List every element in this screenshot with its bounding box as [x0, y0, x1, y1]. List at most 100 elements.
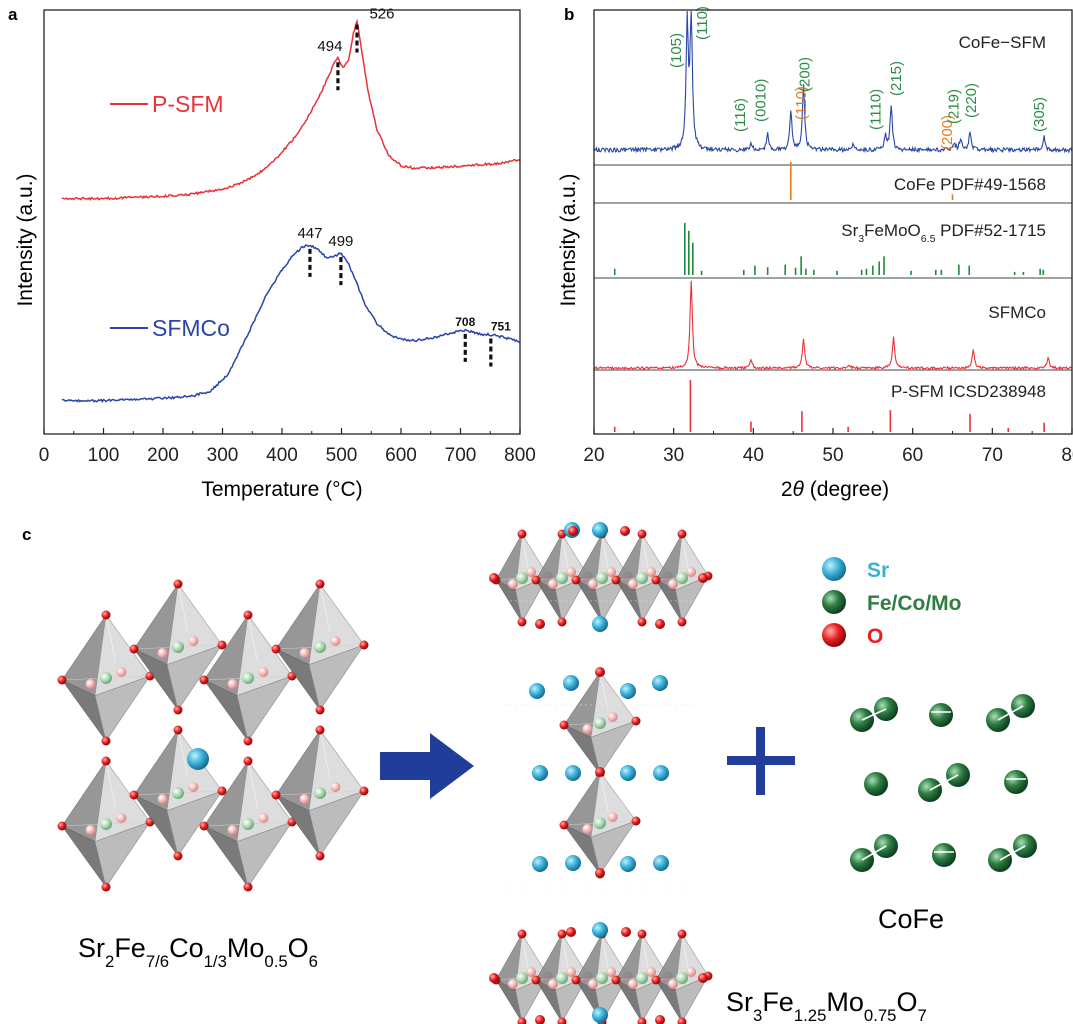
- miller-index-label: (110): [793, 86, 810, 120]
- sr-atom: [592, 922, 608, 938]
- oxygen-atom: [611, 975, 621, 985]
- oxygen-atom-inner: [299, 794, 310, 804]
- octahedron-edge: [601, 533, 609, 568]
- panel-c: c Sr Fe/Co/Mo O Sr2Fe7/6Co1/3Mo0.5O6 Sr3Fe…: [22, 522, 1037, 1024]
- bcenter-atom: [242, 672, 254, 684]
- x-tick-label: 300: [207, 445, 239, 466]
- oxygen-atom-inner: [646, 967, 657, 977]
- oxygen-atom: [517, 529, 527, 539]
- legend-label-p-sfm: P-SFM: [152, 91, 224, 117]
- oxygen-atom-inner: [258, 813, 269, 823]
- oxygen-atom: [571, 575, 581, 585]
- panel-b-y-axis-label: Intensity (a.u.): [557, 173, 580, 306]
- octahedron-edge: [319, 729, 331, 778]
- formula-cofe: CoFe: [878, 904, 944, 934]
- oxygen-atom-inner: [227, 825, 238, 835]
- oxygen-atom-inner: [607, 812, 618, 822]
- octahedron-edge: [521, 933, 529, 968]
- sr-atom: [565, 855, 581, 871]
- legend-swatch-sr: [822, 557, 846, 581]
- oxygen-atom: [677, 929, 687, 939]
- oxygen-atom-inner: [547, 579, 558, 589]
- oxygen-atom: [651, 575, 661, 585]
- bond: [861, 708, 887, 721]
- oxygen-atom-inner: [85, 825, 96, 835]
- oxygen-atom: [517, 929, 527, 939]
- oxygen-atom: [57, 821, 67, 831]
- miller-index-label: (0010): [753, 79, 770, 122]
- octahedron-edge: [105, 614, 117, 663]
- x-tick-label: 200: [147, 445, 179, 466]
- bcenter-atom: [314, 787, 326, 799]
- octahedron-edge: [681, 933, 689, 968]
- panel-a-y-axis-label: Intensity (a.u.): [14, 173, 37, 306]
- oxygen-atom: [535, 1015, 545, 1024]
- oxygen-atom: [315, 579, 325, 589]
- legend-label-fe-co-mo: Fe/Co/Mo: [867, 592, 962, 615]
- x-tick-label: 70: [982, 445, 1003, 466]
- octahedron-edge: [561, 933, 569, 968]
- bcenter-atom: [556, 572, 568, 584]
- oxygen-atom-inner: [227, 679, 238, 689]
- structure-sr2fe-double-perovskite: [57, 579, 369, 892]
- oxygen-atom-inner: [606, 567, 617, 577]
- formula-sr3fe125mo075o7: Sr3Fe1.25Mo0.75O7: [726, 987, 927, 1024]
- bcenter-atom: [594, 717, 606, 729]
- sr-atom: [532, 856, 548, 872]
- oxygen-atom: [217, 640, 227, 650]
- bond: [929, 774, 959, 791]
- plus-bar: [727, 756, 795, 765]
- sr-atom: [529, 683, 545, 699]
- bond: [861, 845, 887, 861]
- octahedron-edge: [681, 533, 689, 568]
- octahedron-edge: [599, 671, 609, 711]
- x-tick-label: 800: [504, 445, 536, 466]
- octahedron-face: [515, 575, 549, 623]
- oxygen-atom: [217, 786, 227, 796]
- oxygen-atom: [637, 529, 647, 539]
- x-tick-label: 30: [663, 445, 684, 466]
- panel-b-label: b: [564, 5, 574, 24]
- bcenter-atom: [516, 572, 528, 584]
- subpanel-label: P-SFM ICSD238948: [891, 382, 1046, 401]
- oxygen-atom-inner: [582, 724, 593, 734]
- oxygen-atom-inner: [299, 648, 310, 658]
- bcenter-atom: [676, 972, 688, 984]
- bond: [999, 845, 1026, 861]
- panel-a-label: a: [8, 5, 18, 24]
- cofe-atom: [1004, 770, 1028, 794]
- oxygen-atom: [489, 573, 499, 583]
- oxygen-atom-inner: [686, 967, 697, 977]
- structure-sr3fe-layered-perovskite: [489, 522, 713, 1024]
- oxygen-atom: [621, 927, 631, 937]
- oxygen-atom: [559, 720, 569, 730]
- oxygen-atom: [57, 675, 67, 685]
- oxygen-atom-inner: [547, 979, 558, 989]
- oxygen-atom: [655, 619, 665, 629]
- miller-index-label: (219): [946, 89, 963, 124]
- oxygen-atom: [243, 882, 253, 892]
- oxygen-atom: [315, 725, 325, 735]
- cofe-atom: [864, 772, 888, 796]
- octahedron-edge: [177, 729, 189, 778]
- oxygen-atom: [101, 610, 111, 620]
- oxygen-atom-inner: [157, 794, 168, 804]
- oxygen-atom: [677, 1017, 687, 1024]
- bcenter-atom: [100, 818, 112, 830]
- oxygen-atom: [637, 617, 647, 627]
- x-tick-label: 50: [822, 445, 843, 466]
- octahedron-face: [94, 675, 151, 742]
- octahedron-edge: [247, 760, 259, 809]
- sr-atom: [592, 616, 608, 632]
- oxygen-atom: [677, 529, 687, 539]
- sr-atom: [620, 765, 636, 781]
- oxygen-atom-inner: [526, 567, 537, 577]
- panel-b-plot-area: CoFe−SFM CoFe PDF#49-1568 Sr3FeMoO6.5 PDF#…: [593, 6, 1073, 434]
- octahedron-edge: [319, 583, 331, 632]
- cofe-atom: [929, 703, 953, 727]
- octahedron-face: [94, 821, 151, 888]
- octahedron-edge: [177, 583, 189, 632]
- oxygen-atom-inner: [85, 679, 96, 689]
- oxygen-atom-inner: [526, 967, 537, 977]
